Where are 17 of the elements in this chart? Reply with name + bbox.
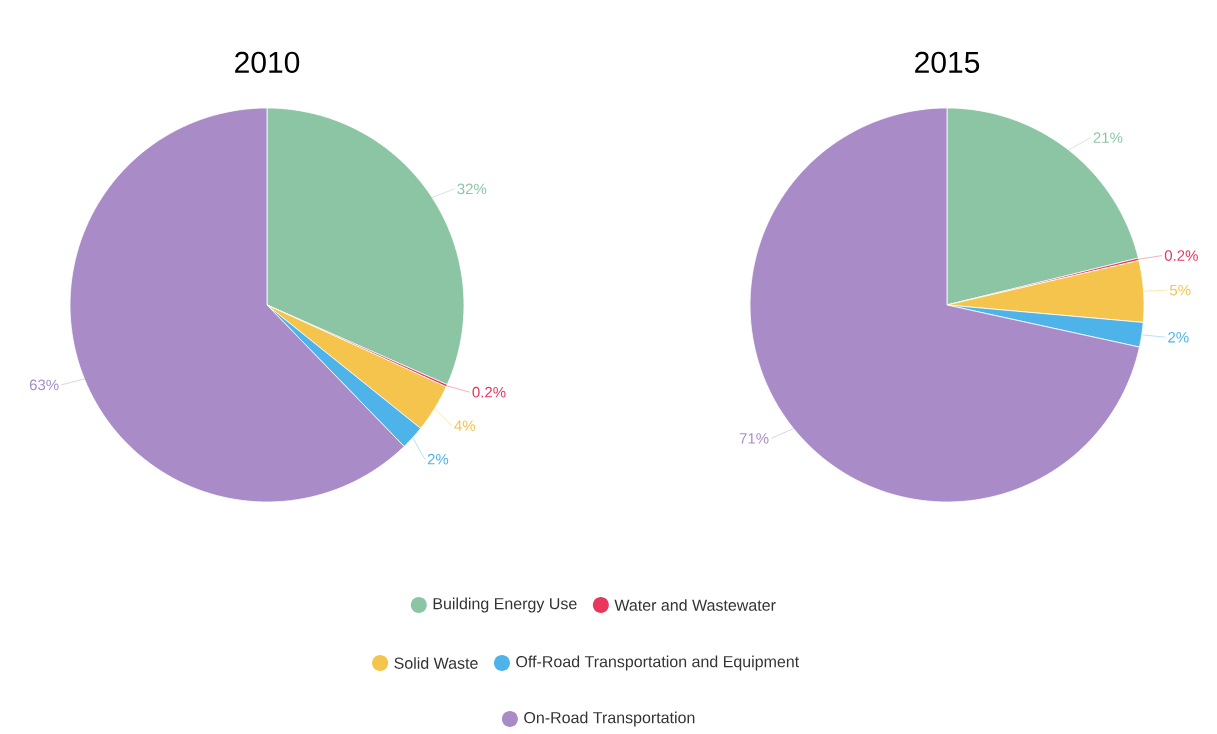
data-label: 0.2% [1164, 250, 1198, 261]
data-label: 0.2% [472, 386, 506, 398]
chart-title: 2010 [235, 51, 300, 73]
data-label: 4% [454, 420, 476, 431]
legend-label: Water and Wastewater [614, 599, 776, 611]
legend-label: On-Road Transportation [524, 711, 695, 727]
data-label: 2% [1168, 331, 1189, 343]
legend-label: Building Energy Use [433, 597, 577, 613]
data-label: 71% [739, 433, 769, 444]
data-label: 5% [1169, 284, 1191, 296]
data-label: 21% [1093, 132, 1123, 143]
data-label: 2% [427, 453, 449, 465]
data-label: 63% [29, 379, 59, 391]
chart-title: 2015 [915, 51, 980, 73]
data-label: 32% [457, 183, 487, 195]
legend-label: Solid Waste [394, 657, 478, 669]
legend-label: Off-Road Transportation and Equipment [516, 655, 800, 671]
